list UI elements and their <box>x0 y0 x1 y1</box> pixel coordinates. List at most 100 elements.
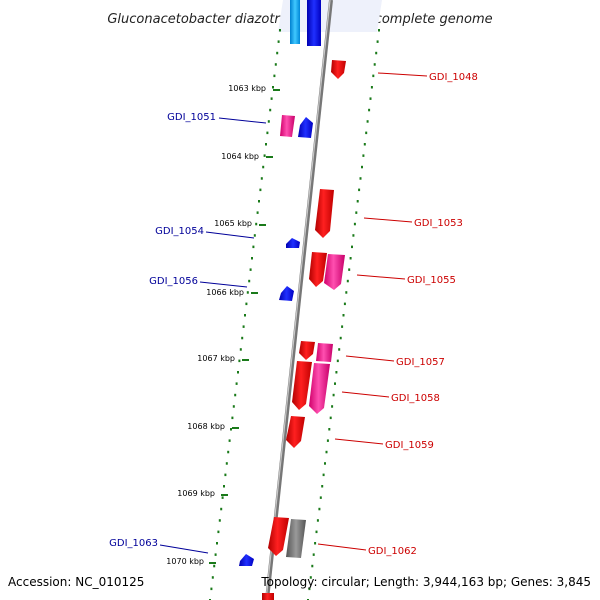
ruler-dot <box>234 393 237 397</box>
ruler-dot <box>311 564 314 568</box>
ruler-dot <box>263 154 266 157</box>
ruler-dot <box>231 416 234 420</box>
gene-label-gdi-1055[interactable]: GDI_1055 <box>407 275 456 286</box>
gene-arrow-gdi-1048[interactable] <box>331 60 346 79</box>
ruler-dot <box>315 530 318 534</box>
ruler-dot <box>366 120 369 123</box>
ruler-dot <box>338 348 341 351</box>
ruler-dot <box>324 462 326 465</box>
ruler-dot <box>312 553 315 556</box>
ruler-dot <box>242 325 245 328</box>
ruler-dot <box>341 325 344 328</box>
gene-arrow-gdi-1059[interactable] <box>286 416 305 448</box>
ruler-dot <box>369 97 372 100</box>
ruler-dot <box>239 348 242 351</box>
ruler-dot <box>260 177 263 180</box>
ruler-dot <box>363 143 366 146</box>
gene-arrow-top-cyan[interactable] <box>290 0 300 44</box>
ruler-dot <box>370 86 373 89</box>
ruler-dot <box>221 496 224 499</box>
gene-label-gdi-1057[interactable]: GDI_1057 <box>396 357 445 368</box>
ruler-dot <box>245 302 248 306</box>
callout-gdi-1053 <box>363 217 413 223</box>
tick-label-1066: 1066 kbp <box>206 288 244 297</box>
gene-label-gdi-1063[interactable]: GDI_1063 <box>109 538 158 549</box>
gene-arrow-gdi-1058[interactable] <box>309 363 330 414</box>
ruler-dot <box>316 519 319 522</box>
ruler-dot <box>326 439 329 442</box>
gene-arrow-gdi-1055[interactable] <box>324 254 345 290</box>
tick-label-1065: 1065 kbp <box>214 219 252 228</box>
gene-label-gdi-1054[interactable]: GDI_1054 <box>155 226 204 237</box>
gene-label-gdi-1062[interactable]: GDI_1062 <box>368 546 417 557</box>
gene-label-gdi-1053[interactable]: GDI_1053 <box>414 218 463 229</box>
gene-arrow-gdi-1054[interactable] <box>286 238 300 248</box>
ruler-dot <box>246 291 249 294</box>
gene-label-gdi-1059[interactable]: GDI_1059 <box>385 440 434 451</box>
ruler-dot <box>274 63 277 66</box>
genome-backbone-highlight <box>265 0 331 600</box>
ruler-dot <box>237 371 239 374</box>
ruler-dot <box>361 165 363 169</box>
ruler-dot <box>342 314 345 317</box>
gene-arrow-gdi-1051[interactable] <box>298 117 313 138</box>
ruler-dot <box>235 382 238 385</box>
ruler-dot <box>349 257 352 260</box>
gene-arrow-gdi-1061[interactable] <box>268 517 289 556</box>
ruler-dot <box>373 63 376 66</box>
left-tick-ruler <box>209 29 281 600</box>
ruler-dot <box>279 29 281 32</box>
gene-arrow-gdi-1062[interactable] <box>286 519 306 558</box>
ruler-dot <box>355 211 358 214</box>
ruler-dot <box>345 291 348 294</box>
callout-gdi-1063 <box>159 544 209 554</box>
ruler-dot <box>335 371 338 374</box>
gene-arrow-gdi-1053[interactable] <box>315 189 334 238</box>
ruler-dot <box>334 382 336 385</box>
topology-text: Topology: circular; Length: 3,944,163 bp… <box>260 575 591 589</box>
ruler-dot <box>365 131 368 135</box>
gene-arrow-gdi-1056[interactable] <box>279 286 294 301</box>
tick-label-1063: 1063 kbp <box>228 84 266 93</box>
gene-arrow-gdi-1057a[interactable] <box>299 341 315 360</box>
gene-label-gdi-1048[interactable]: GDI_1048 <box>429 72 478 83</box>
ruler-dot <box>325 450 328 454</box>
gene-label-gdi-1058[interactable]: GDI_1058 <box>391 393 440 404</box>
ruler-dot <box>241 336 244 340</box>
ruler-dot <box>351 245 353 249</box>
ruler-dot <box>372 74 375 78</box>
ruler-dot <box>265 143 267 146</box>
gene-arrow-gdi-1050[interactable] <box>280 115 295 137</box>
gene-arrow-top-blue[interactable] <box>307 0 321 46</box>
ruler-dot <box>223 485 225 488</box>
ruler-dot <box>248 279 251 283</box>
tick-label-1070: 1070 kbp <box>166 557 204 566</box>
gene-arrow-gdi-1058a[interactable] <box>292 361 312 410</box>
gene-arrow-gdi-1057[interactable] <box>316 343 333 362</box>
ruler-dot <box>329 416 332 420</box>
gene-arrow-bottom-red[interactable] <box>262 593 274 600</box>
ruler-dot <box>322 473 325 477</box>
ruler-dot <box>266 131 269 135</box>
gene-arrow-gdi-1055a[interactable] <box>309 252 327 287</box>
ruler-dot <box>211 576 214 579</box>
ruler-dot <box>238 359 241 363</box>
ruler-dot <box>331 405 334 408</box>
gene-label-gdi-1056[interactable]: GDI_1056 <box>149 276 198 287</box>
ruler-dot <box>343 302 346 306</box>
ruler-dot <box>376 40 379 43</box>
ruler-dot <box>356 200 359 203</box>
gene-arrows <box>239 0 346 600</box>
ruler-dot <box>227 450 230 454</box>
ruler-dot <box>346 279 349 283</box>
ruler-dot <box>256 211 259 214</box>
gene-arrow-gdi-1063[interactable] <box>239 554 254 566</box>
ruler-dot <box>273 74 276 78</box>
ruler-dot <box>276 51 279 55</box>
tick-label-1064: 1064 kbp <box>221 152 259 161</box>
callout-gdi-1054 <box>205 231 255 239</box>
ruler-dot <box>328 428 331 431</box>
ruler-dot <box>270 97 273 100</box>
callout-gdi-1062 <box>317 543 367 551</box>
gene-label-gdi-1051[interactable]: GDI_1051 <box>167 112 216 123</box>
